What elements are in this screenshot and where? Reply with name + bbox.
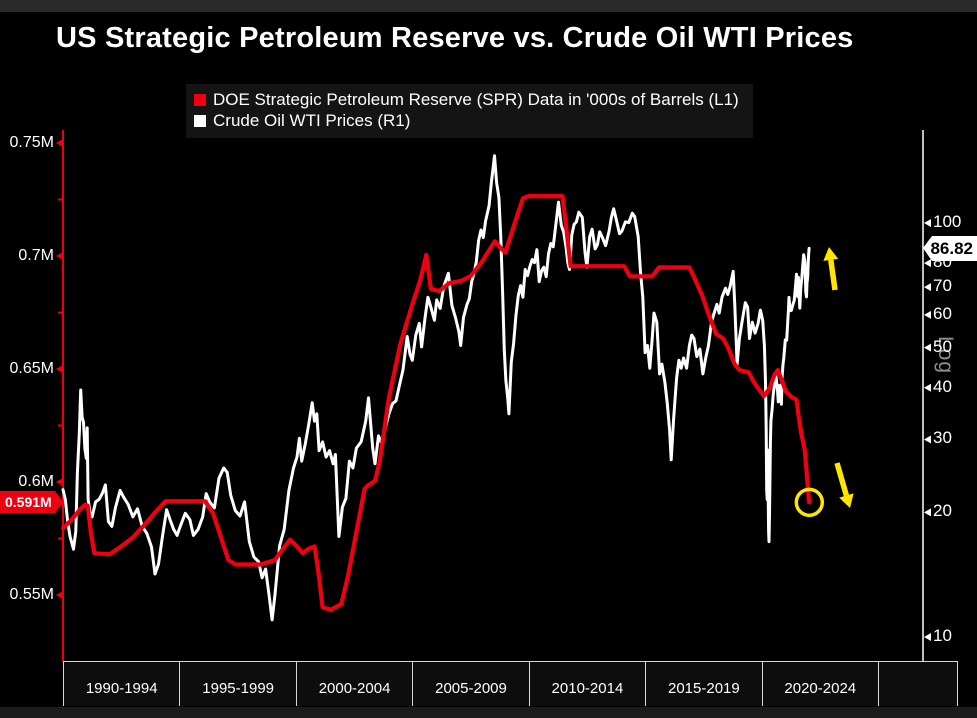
window-top-strip <box>0 0 977 12</box>
right-axis-tick <box>924 310 931 319</box>
x-axis-empty-cell <box>879 662 958 706</box>
spr-series-line <box>60 194 812 612</box>
right-axis-tick <box>924 259 931 268</box>
window-bottom-strip <box>0 707 977 718</box>
right-axis-tick-label: 80 <box>933 252 952 272</box>
left-axis-tick <box>56 252 63 260</box>
spr-down-arrow <box>834 462 850 497</box>
x-axis-period-label: 2015-2019 <box>646 662 763 706</box>
chart-title: US Strategic Petroleum Reserve vs. Crude… <box>56 22 854 54</box>
legend-label-wti: Crude Oil WTI Prices (R1) <box>213 111 411 130</box>
highlight-circle <box>794 487 825 518</box>
right-axis-tick <box>924 435 931 444</box>
right-axis-tick-label: 40 <box>933 376 952 396</box>
left-axis-tick-label: 0.7M <box>18 247 54 264</box>
legend: DOE Strategic Petroleum Reserve (SPR) Da… <box>186 84 753 138</box>
wti-last-value-badge: 86.82 <box>923 236 977 261</box>
left-axis-tick-label: 0.6M <box>18 473 54 490</box>
left-axis-minor-tick <box>58 537 63 540</box>
wti-up-arrow-head <box>823 247 839 261</box>
left-axis-minor-tick <box>58 311 63 314</box>
right-axis-tick-label: 70 <box>933 276 952 296</box>
right-axis-tick-label: 20 <box>933 501 952 521</box>
wti-series-line <box>61 154 811 622</box>
left-axis-tick <box>56 365 63 373</box>
x-axis-period-label: 2020-2024 <box>763 662 879 706</box>
spr-last-value-badge: 0.591M <box>0 491 63 513</box>
log-scale-label: Log <box>934 336 957 375</box>
right-axis-tick <box>924 283 931 292</box>
left-axis-tick <box>56 478 63 486</box>
left-axis-tick-label: 0.65M <box>9 360 54 377</box>
wti-up-arrow <box>828 259 838 291</box>
right-axis-tick <box>924 633 931 641</box>
x-axis-period-label: 2010-2014 <box>530 662 647 706</box>
left-axis-tick <box>56 591 63 599</box>
x-axis-period-label: 1995-1999 <box>180 662 297 706</box>
left-axis-tick <box>56 139 63 147</box>
legend-item-spr: DOE Strategic Petroleum Reserve (SPR) Da… <box>194 89 739 110</box>
right-axis-tick-label: 100 <box>933 212 962 231</box>
right-axis-tick <box>924 508 931 517</box>
wti-series-swatch <box>194 114 206 127</box>
left-axis-tick-label: 0.55M <box>9 586 54 603</box>
right-axis-tick <box>924 219 931 227</box>
left-axis-minor-tick <box>58 424 63 427</box>
x-axis-period-label: 2005-2009 <box>413 662 530 706</box>
right-axis-tick <box>924 383 931 392</box>
left-axis-minor-tick <box>58 198 63 201</box>
x-axis-period-label: 2000-2004 <box>297 662 414 706</box>
spr-series-swatch <box>194 93 206 106</box>
spr-down-arrow-head <box>839 493 854 508</box>
legend-item-wti: Crude Oil WTI Prices (R1) <box>194 110 739 131</box>
left-axis-tick-label: 0.75M <box>9 134 54 151</box>
x-axis-band: 1990-1994 1995-1999 2000-2004 2005-2009 2010… <box>63 661 958 706</box>
right-axis-tick-label: 30 <box>933 428 952 448</box>
right-axis-tick-label: 50 <box>933 336 952 356</box>
x-axis-period-label: 1990-1994 <box>64 662 181 706</box>
right-axis-tick-label: 10 <box>933 626 952 645</box>
right-axis-tick-label: 60 <box>933 303 952 323</box>
right-axis-tick <box>924 343 931 352</box>
legend-label-spr: DOE Strategic Petroleum Reserve (SPR) Da… <box>213 90 739 109</box>
